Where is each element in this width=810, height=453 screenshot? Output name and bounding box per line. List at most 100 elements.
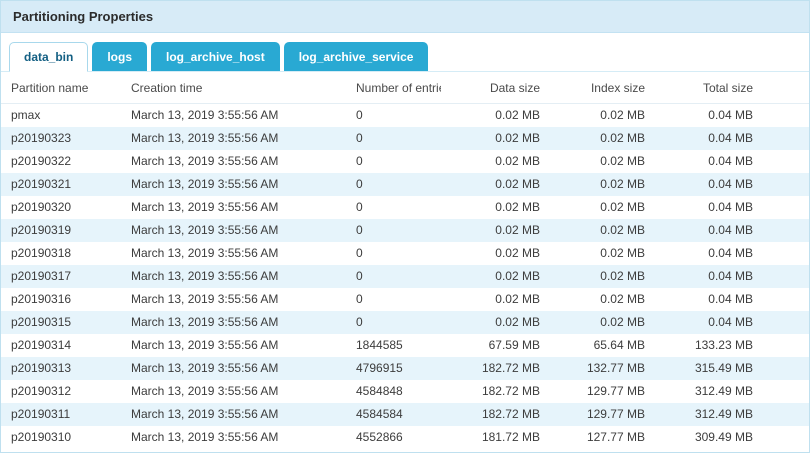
table-cell: 4584848	[356, 384, 403, 398]
table-cell: March 13, 2019 3:55:56 AM	[131, 407, 279, 421]
table-cell: 0.04 MB	[708, 131, 753, 145]
table-cell: 0.04 MB	[708, 154, 753, 168]
table-header-row: Partition name Creation time Number of e…	[1, 72, 809, 104]
column-header-total-size: Total size	[651, 72, 809, 104]
table-cell: 0	[356, 131, 363, 145]
table-cell: 0	[356, 292, 363, 306]
table-cell: 132.77 MB	[586, 361, 645, 375]
table-cell: p20190310	[11, 430, 72, 444]
column-header-number-of-entries: Number of entries	[346, 72, 441, 104]
table-row: p20190322 March 13, 2019 3:55:56 AM 0 0.02 …	[1, 149, 809, 173]
column-header-index-size: Index size	[546, 72, 651, 104]
table-cell: p20190315	[11, 315, 72, 329]
table-cell: 0.02 MB	[600, 154, 645, 168]
table-cell: p20190311	[11, 407, 71, 421]
table-cell: 182.72 MB	[481, 384, 540, 398]
table-cell: 0.02 MB	[495, 292, 540, 306]
table-cell: 4584584	[356, 407, 403, 421]
table-cell: 315.49 MB	[694, 361, 753, 375]
table-cell: 0.04 MB	[708, 246, 753, 260]
tab-data-bin[interactable]: data_bin	[9, 42, 89, 72]
table-cell: 0.04 MB	[708, 269, 753, 283]
table-cell: p20190319	[11, 223, 72, 237]
table-row: p20190318 March 13, 2019 3:55:56 AM 0 0.02 …	[1, 241, 809, 265]
table-row: p20190310 March 13, 2019 3:55:56 AM 455286…	[1, 425, 809, 449]
table-row: p20190313 March 13, 2019 3:55:56 AM 479691…	[1, 356, 809, 380]
table-cell: 0.04 MB	[708, 315, 753, 329]
table-cell: p20190313	[11, 361, 72, 375]
tab-log-archive-host[interactable]: log_archive_host	[151, 42, 280, 71]
table-row: p20190320 March 13, 2019 3:55:56 AM 0 0.02 …	[1, 195, 809, 219]
table-cell: 0.02 MB	[600, 246, 645, 260]
table-cell: 0.02 MB	[600, 292, 645, 306]
table-cell: 0.02 MB	[600, 269, 645, 283]
table-cell: 127.77 MB	[586, 430, 645, 444]
table-cell: 0.02 MB	[495, 223, 540, 237]
table-cell: 0	[356, 200, 363, 214]
panel-title: Partitioning Properties	[13, 9, 154, 24]
table-cell: 0.02 MB	[495, 177, 540, 191]
table-cell: 4796915	[356, 361, 403, 375]
table-cell: 0.02 MB	[495, 269, 540, 283]
table-cell: 312.49 MB	[694, 407, 753, 421]
table-cell: 0	[356, 315, 363, 329]
tab-log-archive-service[interactable]: log_archive_service	[283, 42, 429, 71]
partitions-table: Partition name Creation time Number of e…	[1, 72, 809, 449]
table-cell: p20190314	[11, 338, 72, 352]
table-cell: 0.02 MB	[600, 108, 645, 123]
table-cell: March 13, 2019 3:55:56 AM	[131, 430, 279, 444]
table-cell: 0.02 MB	[495, 200, 540, 214]
table-row: p20190323 March 13, 2019 3:55:56 AM 0 0.02 …	[1, 126, 809, 150]
table-cell: 0.02 MB	[600, 315, 645, 329]
table-cell: 0.02 MB	[495, 154, 540, 168]
table-cell: pmax	[11, 108, 41, 123]
table-cell: p20190323	[11, 131, 72, 145]
table-cell: 0.02 MB	[600, 131, 645, 145]
table-row: p20190317 March 13, 2019 3:55:56 AM 0 0.02 …	[1, 264, 809, 288]
table-cell: March 13, 2019 3:55:56 AM	[131, 384, 279, 398]
table-cell: March 13, 2019 3:55:56 AM	[131, 154, 279, 168]
table-cell: 312.49 MB	[694, 384, 753, 398]
table-cell: March 13, 2019 3:55:56 AM	[131, 223, 279, 237]
table-cell: 0.04 MB	[708, 108, 753, 123]
table-row: p20190315 March 13, 2019 3:55:56 AM 0 0.02 …	[1, 310, 809, 334]
table-cell: 182.72 MB	[481, 361, 540, 375]
table-cell: 0.04 MB	[708, 223, 753, 237]
column-header-data-size: Data size	[441, 72, 546, 104]
column-header-creation-time: Creation time	[121, 72, 346, 104]
table-cell: 0	[356, 108, 363, 123]
tab-logs[interactable]: logs	[92, 42, 148, 71]
table-cell: 0.04 MB	[708, 292, 753, 306]
table-cell: 0	[356, 223, 363, 237]
table-row: p20190312 March 13, 2019 3:55:56 AM 458484…	[1, 379, 809, 403]
table-cell: 309.49 MB	[694, 430, 753, 444]
panel-title-bar: Partitioning Properties	[1, 1, 809, 33]
table-cell: 133.23 MB	[694, 338, 753, 352]
table-row: p20190321 March 13, 2019 3:55:56 AM 0 0.02 …	[1, 172, 809, 196]
table-cell: 0.02 MB	[600, 200, 645, 214]
table-cell: 67.59 MB	[488, 338, 540, 352]
table-cell: 65.64 MB	[593, 338, 645, 352]
table-cell: 0.02 MB	[495, 315, 540, 329]
table-cell: March 13, 2019 3:55:56 AM	[131, 108, 279, 123]
table-row: p20190311 March 13, 2019 3:55:56 AM 458458…	[1, 402, 809, 426]
table-cell: p20190322	[11, 154, 72, 168]
table-row: p20190316 March 13, 2019 3:55:56 AM 0 0.02 …	[1, 287, 809, 311]
table-cell: p20190320	[11, 200, 72, 214]
table-body: pmax March 13, 2019 3:55:56 AM 0 0.02 MB 0.0…	[1, 103, 809, 449]
table-cell: 0	[356, 154, 363, 168]
table-cell: 4552866	[356, 430, 403, 444]
table-cell: 1844585	[356, 338, 403, 352]
table-row: pmax March 13, 2019 3:55:56 AM 0 0.02 MB 0.0…	[1, 103, 809, 127]
table-cell: p20190318	[11, 246, 72, 260]
partitions-table-container: Partition name Creation time Number of e…	[1, 72, 809, 452]
table-cell: March 13, 2019 3:55:56 AM	[131, 269, 279, 283]
table-cell: 0.02 MB	[495, 108, 540, 123]
tab-strip: data_bin logs log_archive_host log_archi…	[1, 33, 809, 72]
table-cell: 129.77 MB	[586, 384, 645, 398]
table-cell: March 13, 2019 3:55:56 AM	[131, 292, 279, 306]
table-row: p20190314 March 13, 2019 3:55:56 AM 184458…	[1, 333, 809, 357]
table-cell: 0.04 MB	[708, 177, 753, 191]
table-cell: 0.02 MB	[495, 246, 540, 260]
